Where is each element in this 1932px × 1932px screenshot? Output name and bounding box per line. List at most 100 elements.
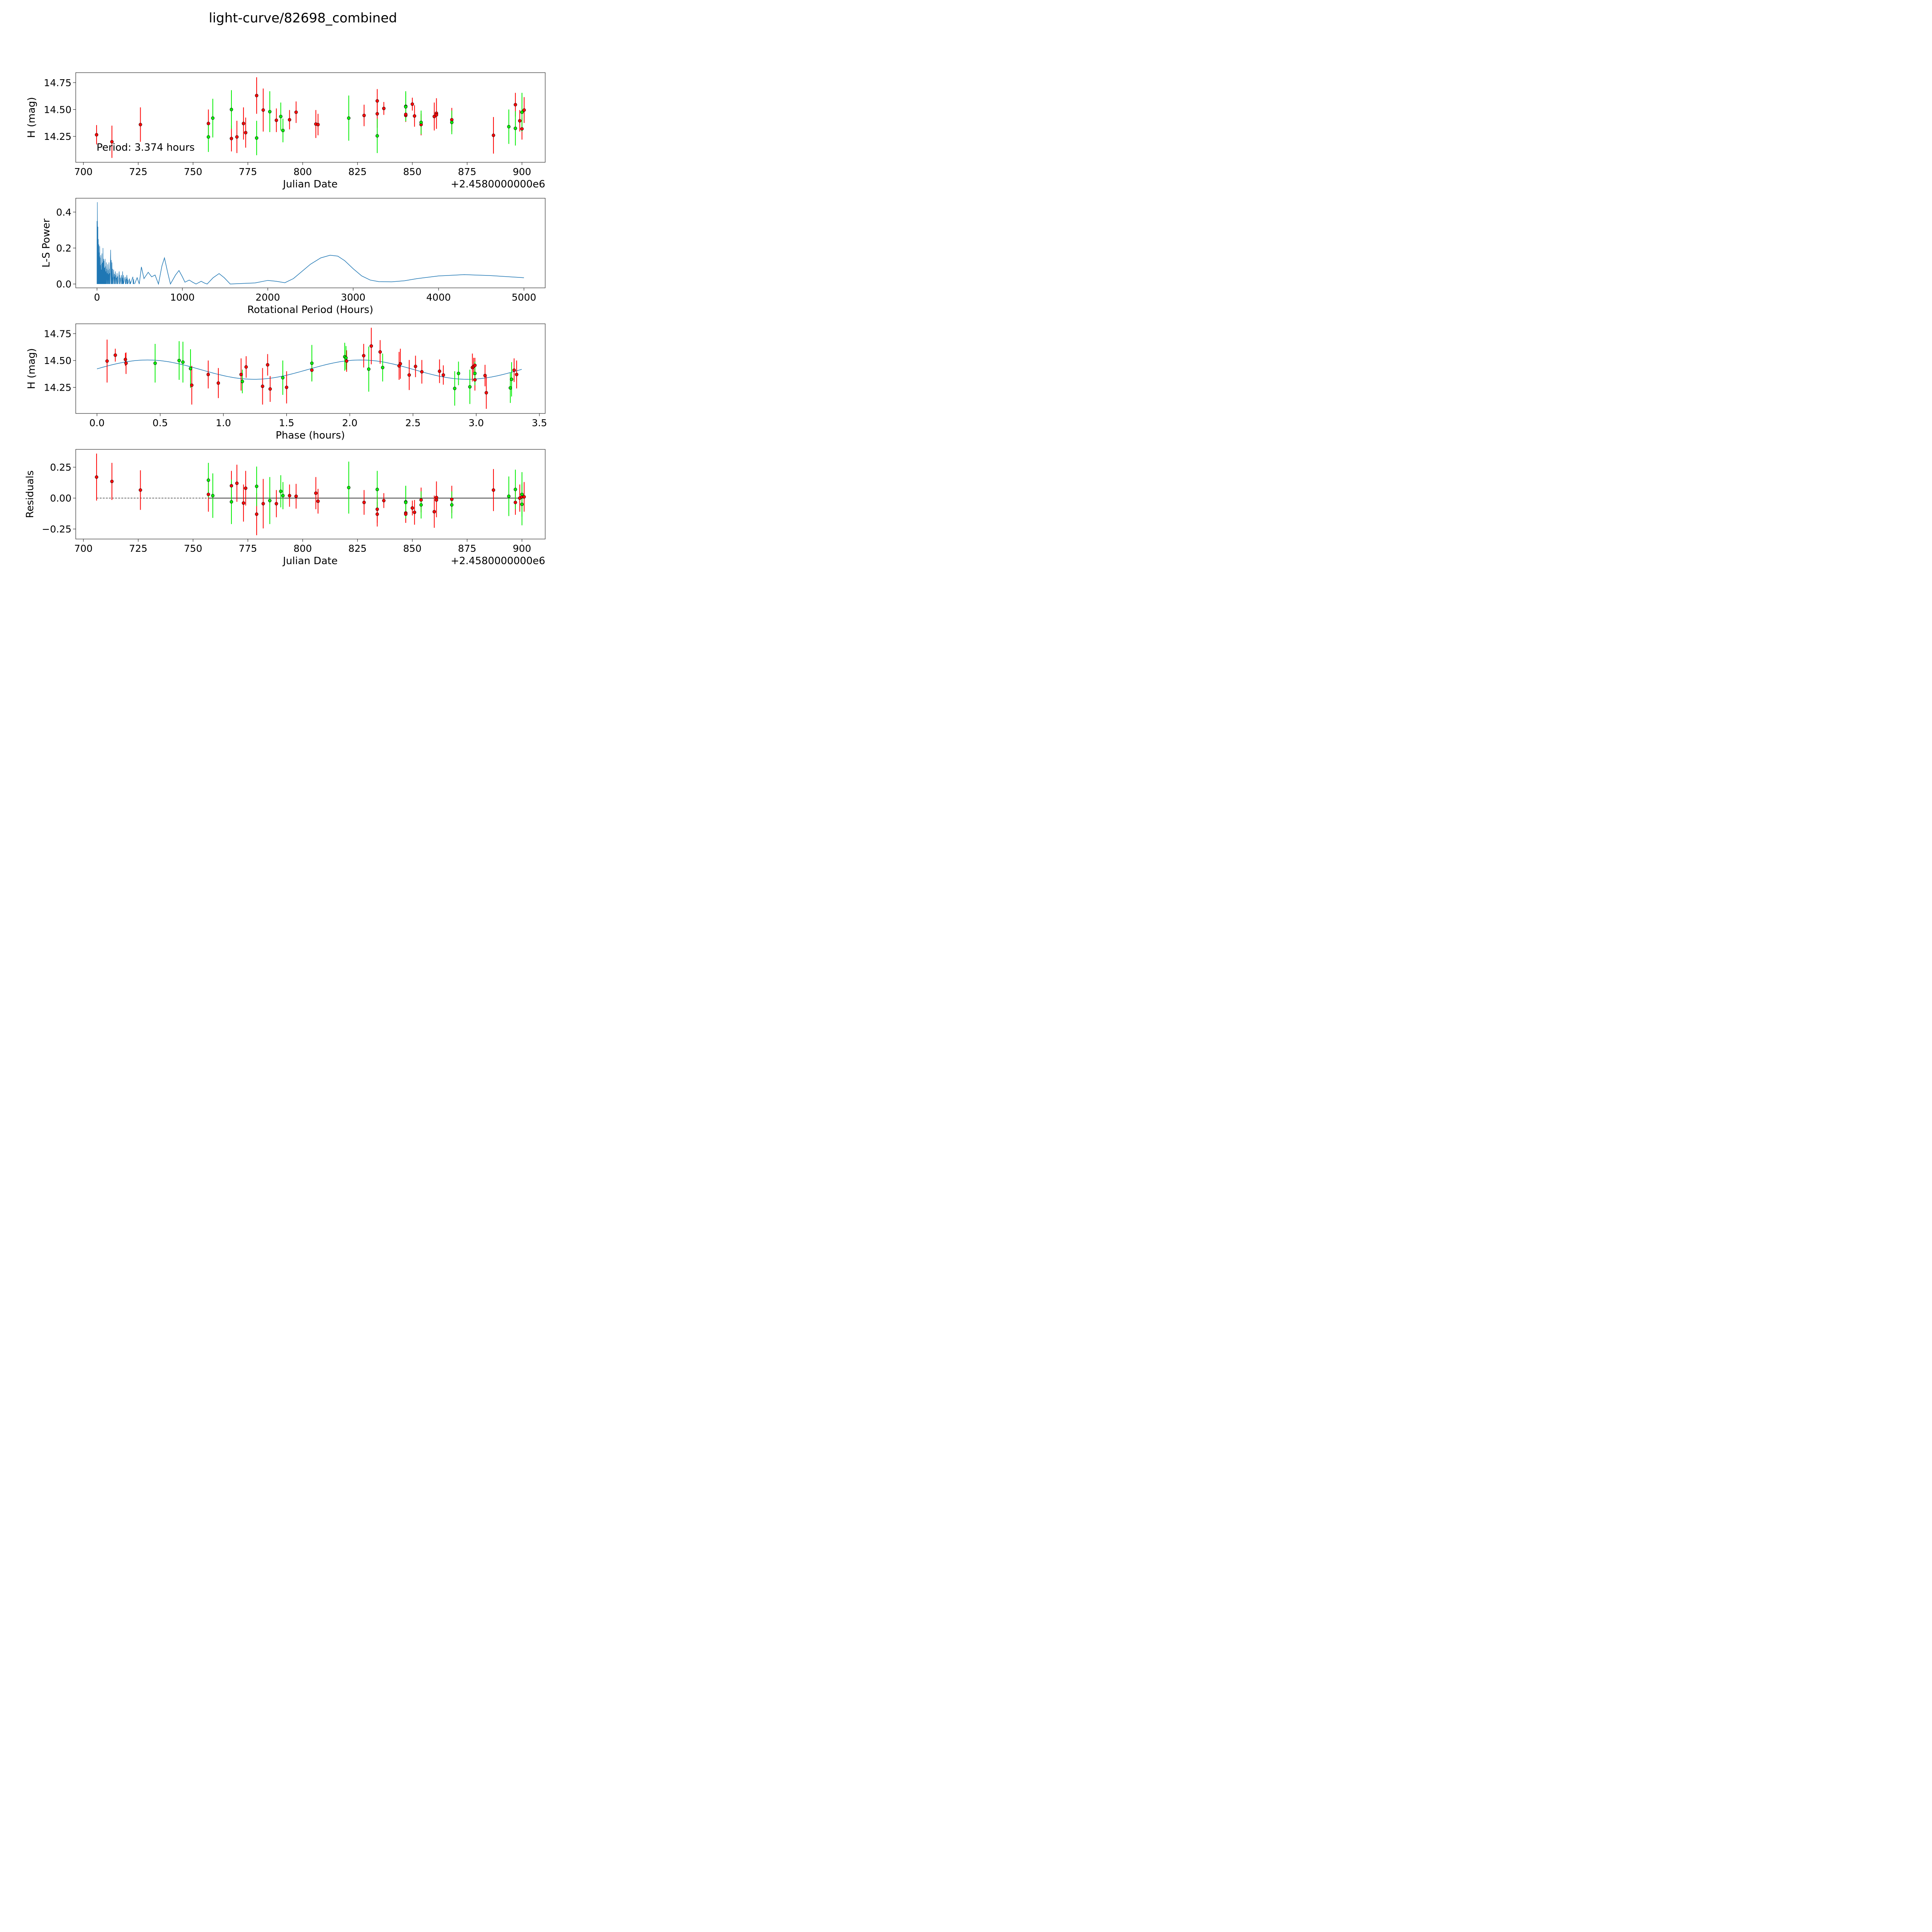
- y-tick-label: 14.50: [44, 355, 71, 366]
- data-point-red: [287, 118, 291, 122]
- x-tick-label: 1000: [170, 292, 195, 303]
- data-point-green: [177, 359, 181, 362]
- x-tick-label: 750: [184, 166, 202, 177]
- data-point-red: [95, 475, 99, 479]
- data-point-green: [450, 503, 454, 507]
- x-tick-label: 0.5: [153, 417, 168, 429]
- x-tick-label: 3000: [341, 292, 366, 303]
- data-point-red: [235, 481, 239, 485]
- data-point-red: [316, 499, 320, 503]
- plot-area: [95, 77, 526, 158]
- data-point-green: [375, 488, 379, 492]
- data-point-red: [190, 383, 194, 387]
- data-point-red: [410, 506, 414, 510]
- x-tick-label: 825: [348, 543, 367, 554]
- data-point-red: [294, 110, 298, 114]
- data-point-green: [347, 116, 350, 120]
- data-point-red: [378, 350, 382, 354]
- data-point-green: [507, 494, 511, 498]
- data-point-red: [512, 368, 516, 372]
- data-point-red: [382, 499, 386, 502]
- y-tick-label: 0.4: [56, 207, 71, 218]
- y-tick-label: 14.25: [44, 131, 71, 142]
- data-point-red: [139, 122, 142, 126]
- data-point-red: [375, 99, 379, 103]
- data-point-red: [230, 484, 233, 488]
- data-point-red: [382, 107, 386, 111]
- data-point-red: [375, 112, 379, 116]
- data-point-green: [211, 116, 215, 120]
- x-tick-label: 2.0: [342, 417, 357, 429]
- data-point-red: [110, 140, 114, 144]
- data-point-green: [181, 360, 185, 364]
- x-tick-label: 0.0: [89, 417, 105, 429]
- axes-frame: [75, 323, 546, 414]
- figure-title: light-curve/82698_combined: [209, 10, 397, 26]
- data-point-red: [105, 359, 109, 363]
- data-point-red: [375, 512, 379, 516]
- data-point-red: [413, 510, 417, 514]
- data-point-red: [362, 114, 366, 117]
- x-tick-label: 900: [513, 166, 531, 177]
- data-point-green: [211, 494, 215, 498]
- period-annotation: Period: 3.374 hours: [97, 142, 195, 153]
- data-point-green: [189, 367, 192, 371]
- data-point-red: [124, 361, 128, 365]
- data-point-red: [244, 486, 248, 490]
- data-point-red: [514, 500, 517, 504]
- data-point-green: [520, 493, 524, 496]
- data-point-green: [347, 486, 350, 490]
- data-point-green: [281, 494, 285, 498]
- data-point-red: [285, 386, 289, 389]
- axes-frame: [75, 198, 546, 288]
- data-point-green: [255, 485, 259, 488]
- data-point-green: [268, 110, 272, 114]
- plot-area: [97, 328, 522, 409]
- y-tick-label: 0.25: [50, 462, 71, 473]
- data-point-red: [314, 491, 318, 495]
- x-axis-label: Rotational Period (Hours): [247, 304, 373, 316]
- x-tick-label: 800: [293, 166, 312, 177]
- y-axis-label: H (mag): [26, 97, 37, 138]
- data-point-green: [473, 371, 477, 375]
- data-point-green: [206, 478, 210, 482]
- plot-area: [97, 202, 524, 285]
- data-point-red: [413, 114, 417, 118]
- data-point-red: [294, 494, 298, 498]
- data-point-red: [435, 113, 438, 117]
- y-tick-label: −0.25: [42, 524, 71, 535]
- y-tick-label: 14.25: [44, 382, 71, 393]
- data-point-red: [518, 119, 522, 123]
- data-point-green: [310, 361, 314, 365]
- fit-curve: [97, 359, 522, 380]
- data-point-red: [404, 112, 408, 116]
- data-point-red: [206, 122, 210, 125]
- data-point-green: [468, 385, 472, 389]
- data-point-green: [419, 121, 423, 124]
- data-point-green: [281, 129, 285, 133]
- x-tick-label: 825: [348, 166, 367, 177]
- axes-frame: [75, 72, 546, 163]
- x-tick-label: 700: [74, 166, 93, 177]
- x-tick-label: 875: [458, 543, 476, 554]
- data-point-red: [441, 373, 445, 377]
- data-point-green: [240, 379, 244, 383]
- data-point-green: [344, 356, 348, 360]
- data-point-green: [279, 115, 283, 118]
- data-point-green: [268, 499, 272, 502]
- x-axis-label: Phase (hours): [276, 430, 345, 441]
- data-point-green: [404, 500, 408, 504]
- x-tick-label: 700: [74, 543, 93, 554]
- data-point-green: [514, 126, 517, 130]
- data-point-green: [381, 366, 384, 369]
- y-tick-label: 14.75: [44, 328, 71, 340]
- x-tick-label: 725: [129, 166, 148, 177]
- data-point-red: [113, 353, 117, 357]
- data-point-red: [450, 497, 454, 501]
- data-point-red: [310, 368, 314, 372]
- data-point-red: [410, 102, 414, 106]
- data-point-red: [242, 501, 245, 505]
- data-point-green: [450, 121, 454, 124]
- data-point-red: [362, 500, 366, 504]
- x-tick-label: 725: [129, 543, 148, 554]
